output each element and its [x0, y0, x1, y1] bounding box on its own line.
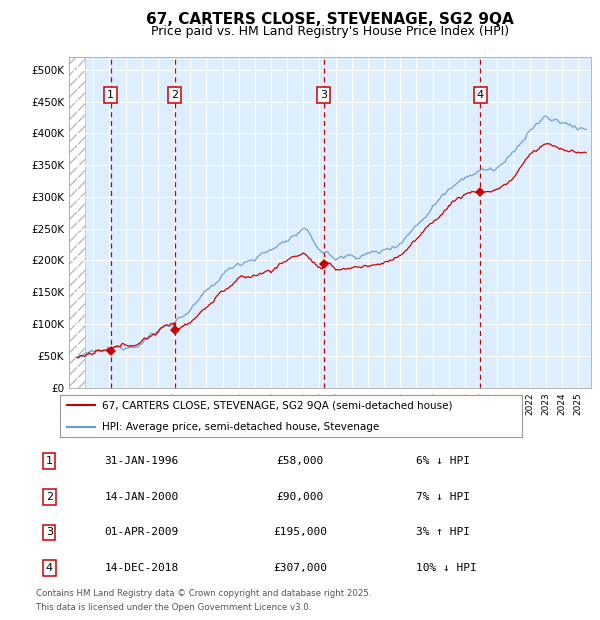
Polygon shape: [69, 57, 85, 388]
Text: 10% ↓ HPI: 10% ↓ HPI: [416, 563, 477, 573]
Text: £90,000: £90,000: [277, 492, 323, 502]
Text: 3% ↑ HPI: 3% ↑ HPI: [416, 528, 470, 538]
Text: 6% ↓ HPI: 6% ↓ HPI: [416, 456, 470, 466]
Text: 31-JAN-1996: 31-JAN-1996: [104, 456, 179, 466]
Text: 2: 2: [46, 492, 53, 502]
Text: 7% ↓ HPI: 7% ↓ HPI: [416, 492, 470, 502]
Text: 01-APR-2009: 01-APR-2009: [104, 528, 179, 538]
Text: 2: 2: [171, 90, 178, 100]
Text: Price paid vs. HM Land Registry's House Price Index (HPI): Price paid vs. HM Land Registry's House …: [151, 25, 509, 38]
Text: 14-DEC-2018: 14-DEC-2018: [104, 563, 179, 573]
Text: 1: 1: [107, 90, 114, 100]
Text: £195,000: £195,000: [273, 528, 327, 538]
Text: Contains HM Land Registry data © Crown copyright and database right 2025.: Contains HM Land Registry data © Crown c…: [36, 589, 371, 598]
Text: HPI: Average price, semi-detached house, Stevenage: HPI: Average price, semi-detached house,…: [101, 422, 379, 432]
Text: 4: 4: [46, 563, 53, 573]
Text: £58,000: £58,000: [277, 456, 323, 466]
Text: 3: 3: [320, 90, 327, 100]
Text: 3: 3: [46, 528, 53, 538]
Text: 1: 1: [46, 456, 53, 466]
Text: 67, CARTERS CLOSE, STEVENAGE, SG2 9QA: 67, CARTERS CLOSE, STEVENAGE, SG2 9QA: [146, 12, 514, 27]
Text: 14-JAN-2000: 14-JAN-2000: [104, 492, 179, 502]
Text: £307,000: £307,000: [273, 563, 327, 573]
Text: 67, CARTERS CLOSE, STEVENAGE, SG2 9QA (semi-detached house): 67, CARTERS CLOSE, STEVENAGE, SG2 9QA (s…: [101, 401, 452, 410]
Text: 4: 4: [477, 90, 484, 100]
Text: This data is licensed under the Open Government Licence v3.0.: This data is licensed under the Open Gov…: [36, 603, 311, 612]
